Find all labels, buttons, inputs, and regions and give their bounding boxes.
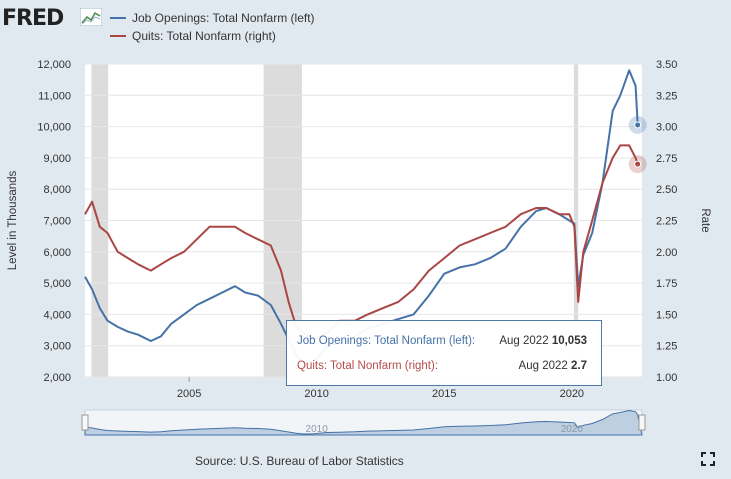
tooltip-value-quits: Aug 2022 2.7	[518, 360, 587, 372]
y-tick-right-label: 1.00	[656, 372, 677, 384]
y-tick-right-label: 2.50	[656, 184, 677, 196]
y-tick-left-label: 5,000	[43, 278, 71, 290]
navigator-label: 2020	[561, 424, 584, 435]
y-tick-left-label: 6,000	[43, 247, 71, 259]
x-tick-label: 2005	[177, 388, 201, 400]
legend-item-openings[interactable]: Job Openings: Total Nonfarm (left)	[110, 11, 315, 25]
source-note: Source: U.S. Bureau of Labor Statistics	[195, 454, 404, 468]
y-tick-right-label: 3.00	[656, 122, 677, 134]
chart-tooltip: Job Openings: Total Nonfarm (left): Aug …	[286, 320, 602, 386]
tooltip-value-openings: Aug 2022 10,053	[499, 335, 587, 347]
y-tick-right-label: 3.25	[656, 90, 677, 102]
y-axis-left-title: Level in Thousands	[7, 170, 19, 270]
y-tick-right-label: 3.50	[656, 59, 677, 71]
y-tick-right-label: 2.00	[656, 247, 677, 259]
y-tick-left-label: 11,000	[38, 90, 71, 102]
y-tick-right-label: 2.75	[656, 153, 677, 165]
x-tick-label: 2015	[432, 388, 456, 400]
y-tick-left-label: 9,000	[43, 153, 71, 165]
legend-label-openings: Job Openings: Total Nonfarm (left)	[132, 11, 315, 25]
y-tick-left-label: 4,000	[43, 309, 71, 321]
legend-label-quits: Quits: Total Nonfarm (right)	[132, 29, 276, 43]
navigator-handle-right[interactable]	[638, 414, 646, 431]
hover-point	[634, 121, 642, 129]
legend-item-quits[interactable]: Quits: Total Nonfarm (right)	[110, 29, 276, 43]
navigator-handle-left[interactable]	[81, 414, 89, 431]
y-tick-left-label: 12,000	[37, 59, 71, 71]
tooltip-label-openings: Job Openings: Total Nonfarm (left):	[297, 335, 476, 347]
fred-logo: FRED	[2, 6, 64, 31]
y-tick-left-label: 8,000	[43, 184, 71, 196]
x-tick-label: 2020	[560, 388, 584, 400]
tooltip-row-openings: Job Openings: Total Nonfarm (left): Aug …	[297, 335, 587, 347]
chart-logo-icon	[80, 8, 102, 26]
navigator-area	[84, 409, 643, 436]
y-tick-left-label: 3,000	[43, 341, 71, 353]
y-tick-right-label: 1.50	[656, 309, 677, 321]
y-axis-right-title: Rate	[699, 208, 711, 232]
y-tick-left-label: 2,000	[43, 372, 71, 384]
legend-swatch-quits	[110, 35, 126, 37]
y-tick-left-label: 7,000	[43, 216, 71, 228]
hover-point	[634, 160, 642, 168]
tooltip-row-quits: Quits: Total Nonfarm (right): Aug 2022 2…	[297, 360, 587, 372]
x-tick-label: 2010	[304, 388, 328, 400]
y-tick-right-label: 2.25	[656, 216, 677, 228]
fullscreen-icon[interactable]	[701, 452, 715, 466]
y-tick-right-label: 1.25	[656, 341, 677, 353]
legend-swatch-openings	[110, 17, 126, 19]
navigator-label: 2010	[306, 424, 329, 435]
tooltip-label-quits: Quits: Total Nonfarm (right):	[297, 360, 439, 372]
y-tick-left-label: 10,000	[37, 122, 71, 134]
y-tick-right-label: 1.75	[656, 278, 677, 290]
